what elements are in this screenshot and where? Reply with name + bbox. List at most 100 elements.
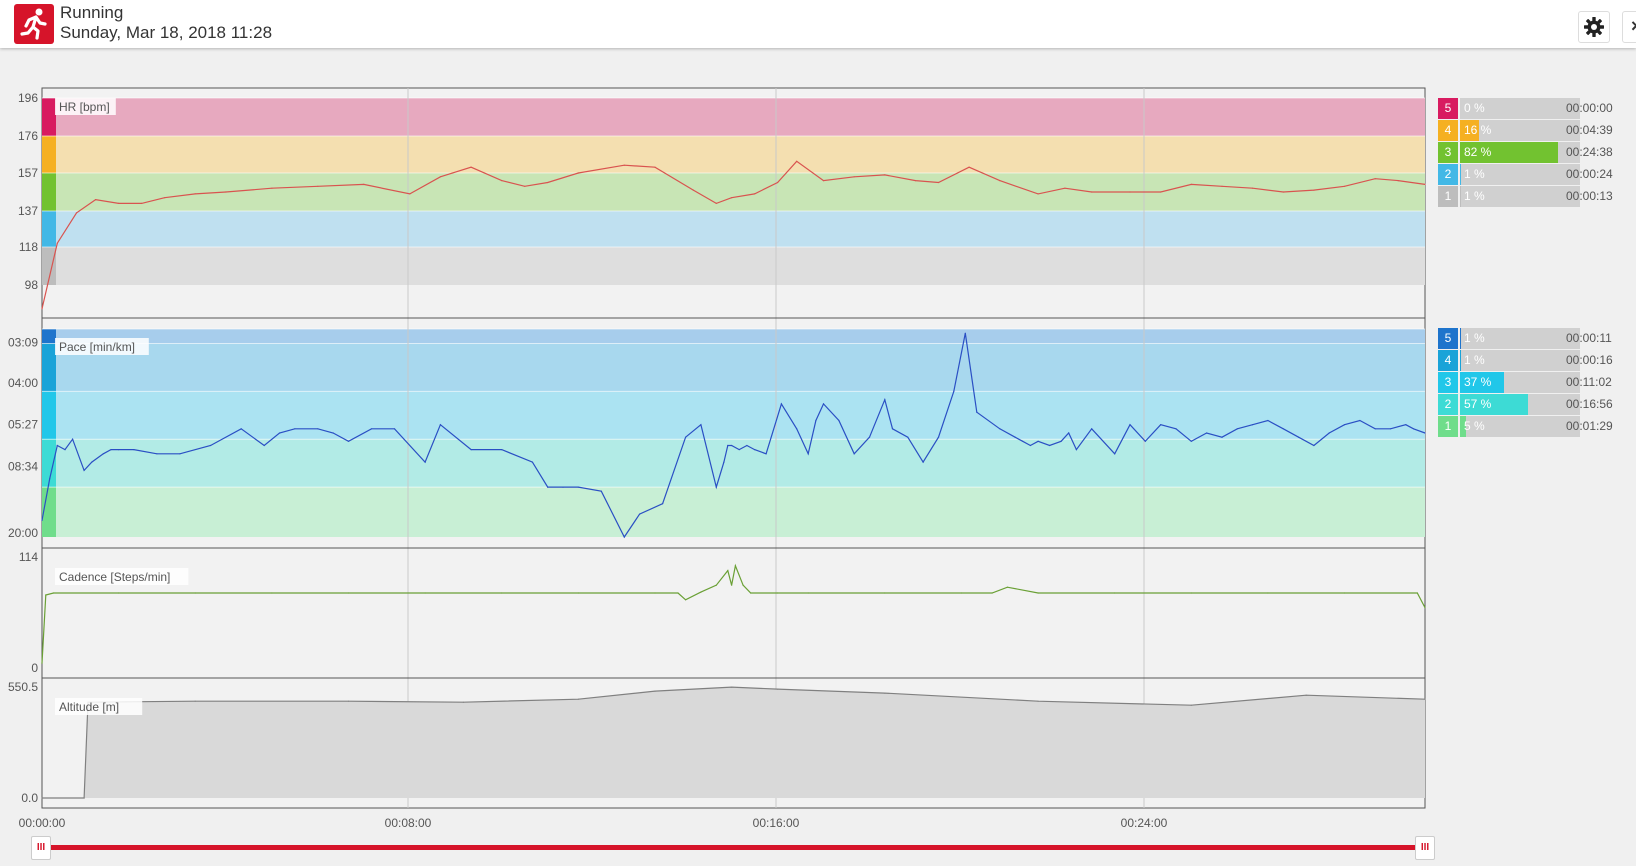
hr-point [95,199,97,201]
hr-point [1091,191,1093,193]
activity-title: Running [60,3,124,22]
pace-point [1328,432,1330,434]
hr-y-tick-label: 137 [18,204,38,218]
pace-y-tick-label: 03:09 [8,335,38,349]
settings-button[interactable] [1578,11,1610,43]
hr-point [884,174,886,176]
pace-point [41,519,43,522]
pace-zone-3-marker [42,391,56,440]
pace-zone-time: 00:00:16 [1566,353,1613,367]
pace-y-tick-label: 05:27 [8,418,38,432]
pace-title: Pace [min/km] [59,340,135,354]
close-button[interactable]: × [1622,11,1636,43]
hr-point [194,193,196,195]
pace-zone-bar-fill [1460,328,1462,349]
pace-point [922,461,924,463]
pace-point [210,444,212,447]
hr-zone-row: 1 1 % [1438,186,1636,207]
cadence-point [271,592,273,594]
pace-point [639,513,641,515]
hr-point [470,166,472,168]
pace-zone-row: 3 37 % [1438,372,1636,393]
hr-title-box [55,98,116,115]
pace-point [1060,440,1062,442]
hr-zone-5-band [42,98,1425,136]
hr-zone-bar-fill [1460,164,1462,185]
hr-point [914,180,917,182]
x-tick-label: 00:00:00 [19,816,66,830]
hr-point [501,180,503,182]
pace-point [1374,428,1376,430]
pace-zone-2-band [42,439,1425,488]
hr-point [715,202,717,204]
hr-point [1313,189,1315,191]
gear-icon [1584,17,1604,37]
pace-point [263,444,265,447]
pace-zone-percent: 37 % [1464,375,1492,389]
hr-y-tick-label: 118 [19,240,38,254]
pace-zone-time: 00:01:29 [1566,419,1613,433]
hr-title: HR [bpm] [59,100,110,114]
pace-zone-bar-track: 5 % [1460,416,1580,437]
cadence-point [991,592,993,594]
hr-point [225,191,227,193]
hr-zone-percent: 16 % [1464,123,1492,137]
pace-point [623,536,625,538]
pace-point [1206,432,1208,434]
pace-point [976,411,978,413]
time-range-slider[interactable]: III III [31,836,1435,860]
hr-zone-bar-track: 1 % [1460,164,1580,185]
hr-point [968,166,970,168]
pace-point [1221,436,1223,438]
pace-point [547,486,549,488]
hr-zone-bar-track: 82 % [1460,142,1580,163]
hr-point [1343,185,1346,187]
altitude-point [194,700,196,702]
pace-zone-bar-track: 1 % [1460,328,1580,349]
hr-point [1374,178,1376,180]
slider-start-handle[interactable]: III [31,836,51,860]
hr-zone-3-marker [42,173,56,211]
cadence-point [734,565,737,567]
pace-point [91,461,93,463]
hr-zone-number: 4 [1438,120,1458,141]
pace-point [501,449,503,451]
hr-zone-time: 00:00:24 [1566,167,1613,181]
hr-point [524,185,526,187]
altitude-point [462,701,464,703]
hr-zone-time: 00:00:13 [1566,189,1613,203]
hr-point [547,181,549,184]
cadence-point [1114,592,1116,594]
hr-zone-4-band [42,136,1425,173]
pace-zone-bar-track: 37 % [1460,372,1580,393]
cadence-point [731,584,733,586]
hr-point [1037,193,1039,195]
pace-point [1298,436,1300,438]
hr-point [164,197,166,199]
pace-title-box [55,338,149,355]
pace-point [470,449,472,451]
hr-point [317,185,319,187]
pace-point [49,478,51,480]
hr-point [141,202,143,204]
pace-zone-bar-fill [1460,350,1462,371]
pace-zone-row: 1 5 % [1438,416,1636,437]
pace-point [64,449,66,451]
slider-track[interactable] [42,845,1432,850]
pace-point [999,428,1001,430]
pace-zone-5-band [42,329,1425,344]
pace-point [600,490,602,492]
altitude-point [577,698,579,700]
pace-zone-4-band [42,343,1425,392]
pace-point [964,332,966,334]
pace-zone-bar-fill [1460,372,1505,393]
altitude-point [1305,694,1307,696]
cadence-title-box [55,568,189,585]
cadence-point [1424,607,1426,609]
pace-point [1236,428,1238,430]
slider-end-handle[interactable]: III [1415,836,1435,860]
pace-point [738,449,740,451]
pace-y-tick-label: 04:00 [8,376,38,390]
altitude-point [1424,698,1426,700]
hr-point [409,193,411,195]
